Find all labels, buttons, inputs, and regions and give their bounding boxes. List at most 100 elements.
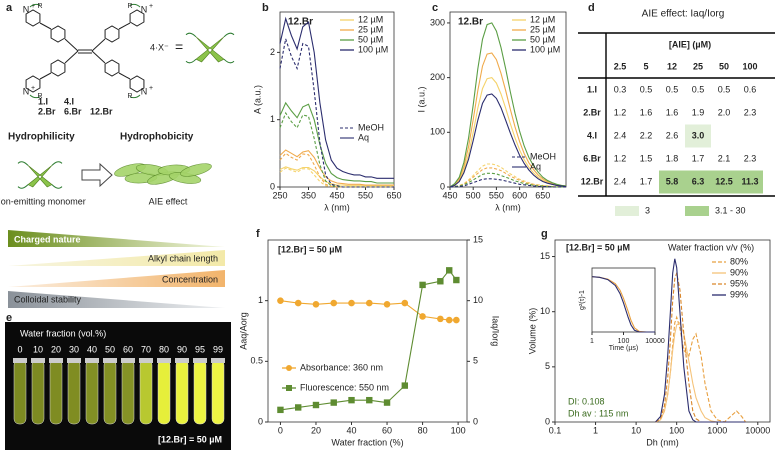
legend-label: 95%: [730, 278, 748, 288]
vial-cap: [193, 358, 207, 363]
bond: [91, 38, 106, 52]
y-tick-label: 5: [545, 361, 550, 371]
point: [277, 406, 284, 414]
note: Dh av : 115 nm: [568, 408, 628, 418]
vial-cap: [103, 358, 117, 363]
series-line: [591, 276, 655, 333]
cell: 0.5: [692, 84, 705, 94]
annotation: [12.Br] = 50 µM: [566, 242, 630, 252]
chart-title: 12.Br: [458, 17, 483, 28]
wedge: [8, 291, 225, 308]
column-label: 100: [742, 61, 757, 71]
equals: =: [175, 39, 183, 55]
y2-tick-label: 15: [473, 234, 483, 244]
fraction-label: 10: [33, 344, 43, 354]
bond: [118, 22, 131, 30]
legend-label: 99%: [730, 289, 748, 299]
bond: [91, 50, 106, 64]
x-tick-label: 600: [512, 190, 527, 200]
series-line: [449, 172, 566, 188]
vial: [67, 359, 81, 425]
x-tick-label: 60: [382, 425, 392, 435]
y2-tick-label: 0: [473, 416, 478, 426]
x-axis-label: λ (nm): [495, 202, 521, 212]
x-tick-label: 350: [301, 190, 316, 200]
legend-label: 3: [645, 205, 650, 215]
cell-highlight: [659, 170, 685, 194]
vial: [49, 359, 63, 425]
point: [453, 276, 460, 284]
cell: 3.0: [692, 130, 705, 140]
point: [277, 297, 284, 304]
cell: 2.6: [666, 130, 679, 140]
series-line: [279, 166, 394, 187]
charge: +: [31, 3, 35, 10]
series-line: [449, 163, 566, 188]
cell-highlight: [685, 124, 711, 148]
gradient-label: Charged nature: [14, 234, 81, 244]
fraction-label: 99: [213, 344, 223, 354]
vial: [85, 359, 99, 425]
legend-label: 100 µM: [530, 44, 560, 54]
x-axis-label: Dh (nm): [646, 437, 679, 447]
plot-frame: [267, 239, 468, 423]
series-line: [279, 101, 394, 184]
vial-cap: [85, 358, 99, 363]
x-tick-label: 650: [386, 190, 401, 200]
fraction-label: 40: [87, 344, 97, 354]
point: [419, 313, 426, 320]
chain: [29, 3, 41, 8]
legend-marker: [286, 385, 292, 391]
point: [453, 316, 460, 324]
x-axis-label: Time (µs): [609, 345, 638, 352]
y-tick-label: 300: [430, 17, 445, 27]
cell: 0.5: [640, 84, 653, 94]
r-group: R: [37, 3, 42, 10]
vial-cap: [67, 358, 81, 363]
cell: 2.3: [744, 107, 757, 117]
annotation: [12.Br] = 50 µM: [278, 244, 342, 254]
charge: +: [149, 3, 153, 10]
point: [312, 301, 320, 308]
x-tick-label: 250: [272, 190, 287, 200]
legend-marker: [286, 365, 292, 371]
point: [294, 299, 302, 307]
series-line: [279, 16, 394, 179]
wedge: [8, 230, 225, 247]
icon: [185, 32, 235, 64]
x-tick-label: 40: [347, 425, 357, 435]
label: Hydrophobicity: [120, 132, 194, 143]
photo-note: [12.Br] = 50 µM: [158, 434, 222, 444]
row-label: 2.Br: [583, 107, 601, 117]
y-axis-label: A (a.u.): [252, 85, 262, 114]
x-tick-label: 650: [535, 190, 550, 200]
panel-label: a: [6, 2, 13, 14]
legend-label: 12 µM: [530, 14, 555, 24]
plot-frame: [449, 11, 567, 188]
cell: 0.3: [614, 84, 627, 94]
compound: 2.Br: [38, 106, 56, 116]
legend-label: 80%: [730, 256, 748, 266]
x-tick-label: 100: [451, 425, 466, 435]
point: [348, 299, 355, 307]
y-axis-label: Aaq/Aorg: [238, 312, 248, 350]
y-tick-label: 10: [540, 306, 550, 316]
y2-tick-label: 10: [473, 295, 483, 305]
ring: [50, 25, 66, 43]
vial: [121, 359, 135, 425]
panel-label: f: [256, 228, 260, 240]
legend-label: Absorbance: 360 nm: [300, 362, 383, 372]
x-tick-label: 0: [278, 425, 283, 435]
cell: 1.5: [640, 153, 653, 163]
cell: 0.6: [744, 84, 757, 94]
y-tick-label: 0: [545, 416, 550, 426]
y-tick-label: 15: [540, 251, 550, 261]
row-label: 6.Br: [583, 153, 601, 163]
ring: [129, 75, 145, 93]
column-label: 5: [643, 61, 648, 71]
fraction-label: 0: [17, 344, 22, 354]
compound: 1.I: [38, 96, 48, 106]
vial-cap: [121, 358, 135, 363]
point: [401, 299, 409, 307]
ring: [25, 9, 41, 27]
